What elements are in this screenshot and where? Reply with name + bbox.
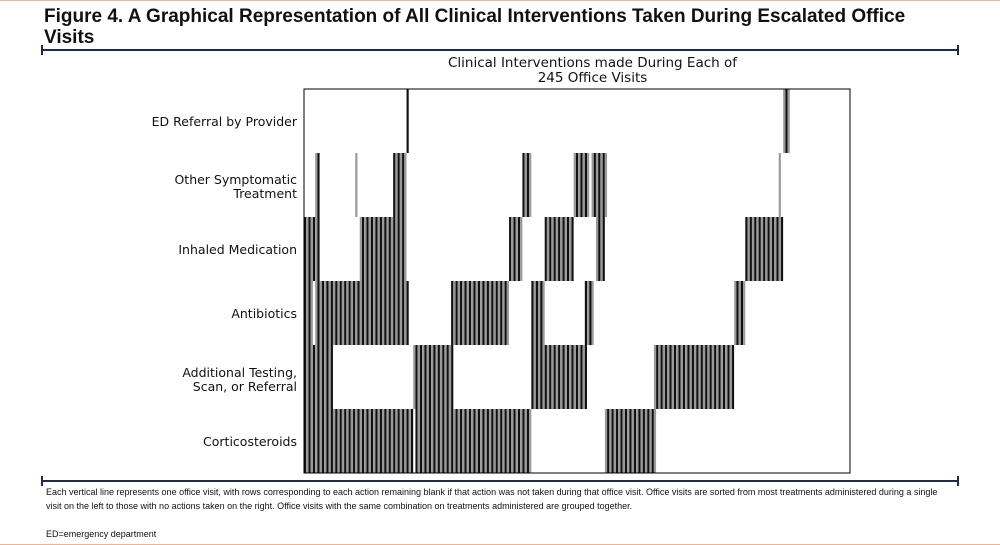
row-label-additional-testing: Additional Testing, Scan, or Referral — [182, 365, 297, 394]
title-divider — [41, 45, 959, 55]
chart-title-line-1: Clinical Interventions made During Each … — [447, 55, 738, 71]
row-label-corticosteroids: Corticosteroids — [203, 434, 297, 449]
figure-title: Figure 4. A Graphical Representation of … — [44, 6, 906, 48]
page-top-border — [0, 0, 1000, 1]
plot-frame — [303, 88, 851, 474]
row-label-other-symptomatic: Other Symptomatic Treatment — [174, 172, 297, 201]
visit-lines — [304, 89, 790, 473]
chart-title-line-2: 245 Office Visits — [537, 70, 648, 86]
figure-caption: Each vertical line represents one office… — [46, 487, 938, 511]
row-label-inhaled-medication: Inhaled Medication — [178, 242, 297, 257]
chart-title: Clinical Interventions made During Each … — [380, 56, 805, 86]
caption-divider — [41, 476, 959, 486]
figure-footnote: ED=emergency department — [46, 529, 157, 539]
row-label-ed-referral: ED Referral by Provider — [151, 114, 297, 129]
row-label-antibiotics: Antibiotics — [231, 306, 297, 321]
